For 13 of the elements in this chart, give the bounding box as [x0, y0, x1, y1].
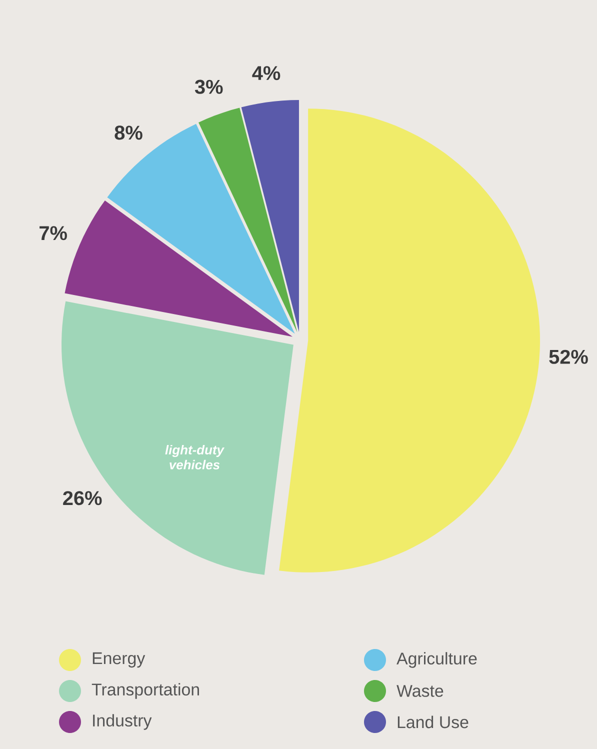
data-label: 4%: [252, 66, 280, 80]
data-label: 7%: [40, 226, 67, 240]
legend-label: Land Use: [398, 716, 468, 728]
text: light-duty vehicles: [165, 444, 225, 470]
data-label: 8%: [114, 126, 142, 140]
legend-label: Waste: [396, 685, 444, 697]
data-label: 3%: [194, 80, 223, 94]
data-label: 26%: [63, 491, 102, 506]
legend-label: Energy: [92, 652, 146, 668]
data-label: 52%: [549, 350, 588, 364]
legend-label: Transportation: [92, 683, 199, 699]
legend-label: Industry: [93, 714, 152, 730]
legend-label: Agriculture: [396, 652, 477, 668]
